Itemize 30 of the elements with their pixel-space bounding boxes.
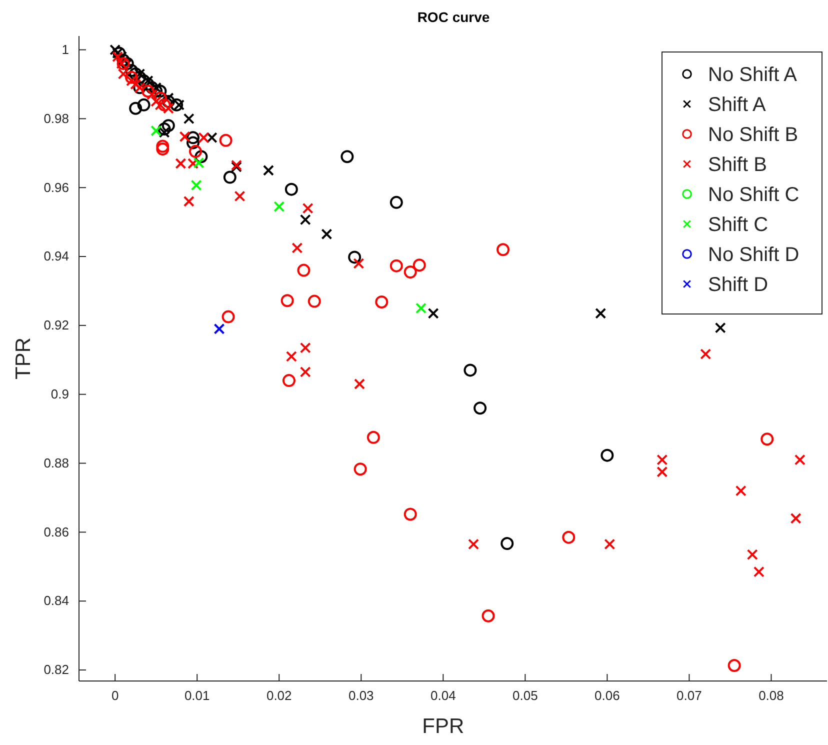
x-tick-label: 0.06 [594, 688, 620, 704]
legend-label: Shift A [708, 94, 766, 116]
y-tick-label: 0.98 [44, 110, 69, 126]
x-tick-label: 0.04 [430, 688, 456, 704]
y-tick-label: 0.82 [44, 662, 69, 678]
x-tick-label: 0.07 [676, 688, 702, 704]
x-tick-label: 0 [111, 688, 119, 704]
legend-label: No Shift B [708, 124, 798, 146]
y-tick-label: 0.88 [44, 455, 69, 470]
y-tick-label: 0.9 [50, 386, 69, 402]
x-tick-label: 0.08 [758, 688, 784, 704]
x-tick-label: 0.05 [512, 688, 538, 704]
y-tick-label: 0.96 [44, 180, 69, 195]
legend-label: No Shift C [708, 184, 800, 206]
y-tick-label: 0.84 [44, 593, 69, 608]
legend-label: Shift C [708, 214, 768, 236]
legend-label: Shift B [708, 154, 767, 176]
y-tick-label: 0.86 [44, 524, 69, 540]
legend-label: Shift D [708, 274, 768, 296]
y-tick-label: 0.94 [44, 248, 69, 264]
x-tick-label: 0.02 [266, 688, 292, 704]
x-tick-label: 0.01 [184, 688, 210, 704]
y-tick-label: 0.92 [44, 318, 69, 333]
x-tick-label: 0.03 [348, 688, 374, 704]
y-tick-label: 1 [62, 42, 69, 57]
legend-label: No Shift D [708, 244, 800, 266]
y-axis-title: TPR [12, 338, 35, 380]
x-axis-title: FPR [422, 715, 464, 738]
chart-title: ROC curve [417, 9, 490, 25]
legend-label: No Shift A [708, 64, 798, 86]
